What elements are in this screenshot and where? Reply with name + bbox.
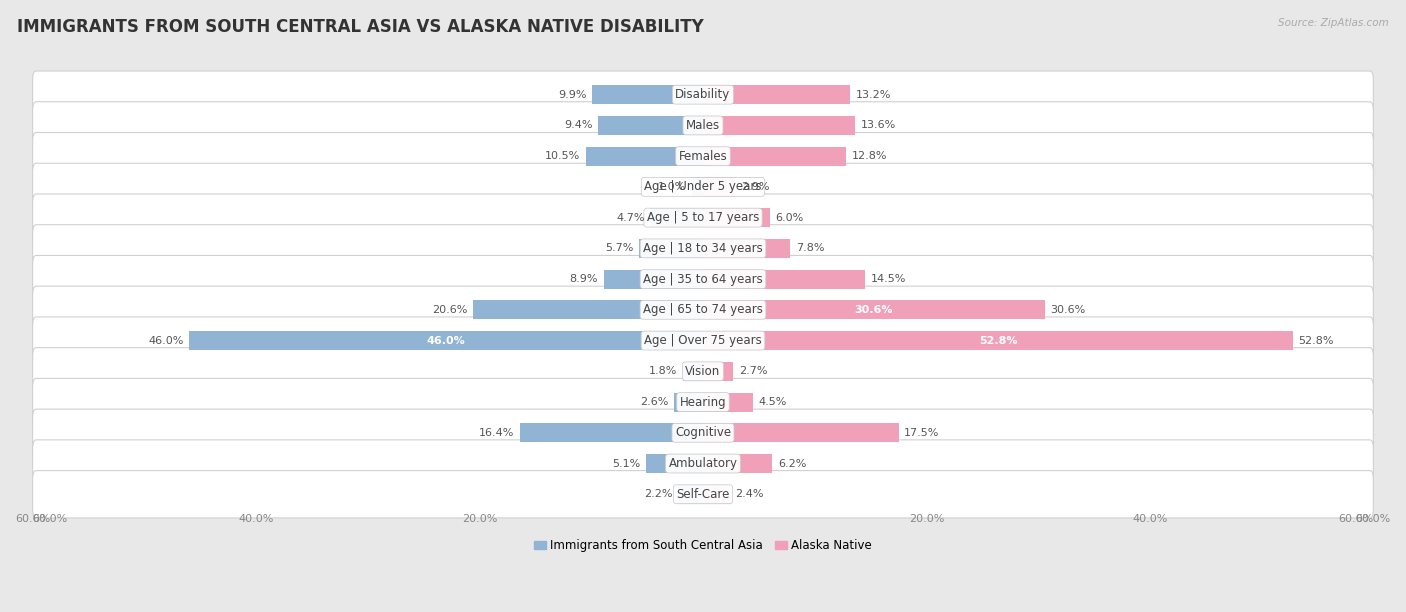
Text: 8.9%: 8.9% <box>569 274 598 284</box>
FancyBboxPatch shape <box>32 440 1374 487</box>
FancyBboxPatch shape <box>32 133 1374 180</box>
Text: Ambulatory: Ambulatory <box>668 457 738 470</box>
Bar <box>188 331 703 350</box>
Bar <box>703 116 855 135</box>
Text: 46.0%: 46.0% <box>148 335 183 346</box>
Text: IMMIGRANTS FROM SOUTH CENTRAL ASIA VS ALASKA NATIVE DISABILITY: IMMIGRANTS FROM SOUTH CENTRAL ASIA VS AL… <box>17 18 703 36</box>
Bar <box>603 269 703 289</box>
Text: 6.0%: 6.0% <box>776 212 804 223</box>
Text: 5.1%: 5.1% <box>612 458 640 469</box>
Bar <box>683 362 703 381</box>
Text: 30.6%: 30.6% <box>855 305 893 315</box>
Text: Disability: Disability <box>675 88 731 101</box>
Text: 52.8%: 52.8% <box>1299 335 1334 346</box>
Bar <box>703 208 770 227</box>
FancyBboxPatch shape <box>32 225 1374 272</box>
Text: 13.2%: 13.2% <box>856 90 891 100</box>
Text: Females: Females <box>679 150 727 163</box>
Text: Age | Under 5 years: Age | Under 5 years <box>644 181 762 193</box>
FancyBboxPatch shape <box>32 286 1374 334</box>
Text: Age | 35 to 64 years: Age | 35 to 64 years <box>643 272 763 286</box>
FancyBboxPatch shape <box>32 71 1374 118</box>
Text: 20.6%: 20.6% <box>432 305 467 315</box>
Text: 30.6%: 30.6% <box>1050 305 1085 315</box>
Bar <box>703 331 1294 350</box>
Bar <box>703 362 733 381</box>
Bar <box>673 392 703 412</box>
Text: Age | 65 to 74 years: Age | 65 to 74 years <box>643 304 763 316</box>
Bar <box>679 485 703 504</box>
Text: Age | 18 to 34 years: Age | 18 to 34 years <box>643 242 763 255</box>
Text: 5.7%: 5.7% <box>606 244 634 253</box>
Text: 14.5%: 14.5% <box>870 274 905 284</box>
Text: 60.0%: 60.0% <box>32 514 67 524</box>
Text: 16.4%: 16.4% <box>479 428 515 438</box>
Text: Males: Males <box>686 119 720 132</box>
Text: 2.2%: 2.2% <box>644 489 673 499</box>
FancyBboxPatch shape <box>32 348 1374 395</box>
Text: Age | 5 to 17 years: Age | 5 to 17 years <box>647 211 759 224</box>
Bar <box>692 177 703 196</box>
Bar <box>472 300 703 319</box>
Bar <box>703 424 898 442</box>
Text: Cognitive: Cognitive <box>675 427 731 439</box>
Legend: Immigrants from South Central Asia, Alaska Native: Immigrants from South Central Asia, Alas… <box>529 535 877 557</box>
Text: 2.4%: 2.4% <box>735 489 763 499</box>
Bar <box>703 147 846 166</box>
Bar <box>586 147 703 166</box>
Bar <box>703 177 735 196</box>
Text: 52.8%: 52.8% <box>979 335 1017 346</box>
Text: 10.5%: 10.5% <box>546 151 581 161</box>
FancyBboxPatch shape <box>32 255 1374 303</box>
Text: Hearing: Hearing <box>679 395 727 409</box>
Bar <box>598 116 703 135</box>
Text: Source: ZipAtlas.com: Source: ZipAtlas.com <box>1278 18 1389 28</box>
FancyBboxPatch shape <box>32 409 1374 457</box>
Text: 2.7%: 2.7% <box>738 367 768 376</box>
Bar <box>592 85 703 104</box>
Text: 1.0%: 1.0% <box>658 182 686 192</box>
Text: 1.8%: 1.8% <box>650 367 678 376</box>
Bar <box>520 424 703 442</box>
Text: 2.9%: 2.9% <box>741 182 769 192</box>
FancyBboxPatch shape <box>32 163 1374 211</box>
Text: 12.8%: 12.8% <box>852 151 887 161</box>
Text: 9.4%: 9.4% <box>564 121 592 130</box>
Bar <box>703 300 1045 319</box>
Text: 46.0%: 46.0% <box>426 335 465 346</box>
Text: Age | Over 75 years: Age | Over 75 years <box>644 334 762 347</box>
FancyBboxPatch shape <box>32 194 1374 241</box>
Text: 7.8%: 7.8% <box>796 244 824 253</box>
Bar <box>703 392 754 412</box>
FancyBboxPatch shape <box>32 378 1374 426</box>
Bar <box>651 208 703 227</box>
Bar <box>703 454 772 473</box>
Text: 60.0%: 60.0% <box>1339 514 1374 524</box>
Text: 4.5%: 4.5% <box>759 397 787 407</box>
Bar <box>640 239 703 258</box>
Text: 9.9%: 9.9% <box>558 90 586 100</box>
Text: Self-Care: Self-Care <box>676 488 730 501</box>
Text: Vision: Vision <box>685 365 721 378</box>
Text: 4.7%: 4.7% <box>616 212 645 223</box>
Text: 2.6%: 2.6% <box>640 397 668 407</box>
FancyBboxPatch shape <box>32 317 1374 364</box>
Bar <box>703 239 790 258</box>
Text: 13.6%: 13.6% <box>860 121 896 130</box>
FancyBboxPatch shape <box>32 471 1374 518</box>
Bar <box>645 454 703 473</box>
Bar <box>703 85 851 104</box>
Bar <box>703 269 865 289</box>
Text: 6.2%: 6.2% <box>778 458 806 469</box>
FancyBboxPatch shape <box>32 102 1374 149</box>
Bar <box>703 485 730 504</box>
Text: 17.5%: 17.5% <box>904 428 939 438</box>
